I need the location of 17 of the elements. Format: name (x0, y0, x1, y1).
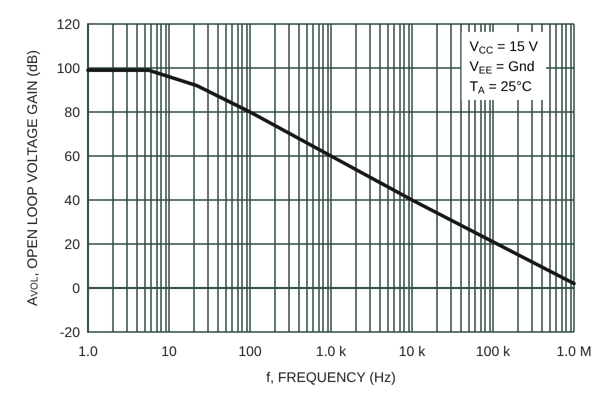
y-axis-title: AVOL, OPEN LOOP VOLTAGE GAIN (dB) (24, 50, 40, 306)
y-tick-label: 100 (56, 60, 80, 76)
x-tick-label: 10 k (398, 343, 426, 359)
y-tick-label: 120 (56, 16, 80, 32)
x-tick-label: 100 (238, 343, 262, 359)
x-tick-label: 10 (161, 343, 177, 359)
x-tick-label: 1.0 (78, 343, 98, 359)
y-tick-label: 80 (64, 104, 80, 120)
x-tick-label: 100 k (476, 343, 512, 359)
x-tick-label: 1.0 M (556, 343, 592, 359)
y-tick-label: 40 (64, 192, 80, 208)
y-tick-label: 60 (64, 148, 80, 164)
y-tick-label: 20 (64, 236, 80, 252)
x-axis-title: f, FREQUENCY (Hz) (266, 369, 396, 385)
y-tick-label: 0 (72, 280, 80, 296)
y-tick-label: -20 (60, 324, 80, 340)
x-tick-label: 1.0 k (316, 343, 348, 359)
